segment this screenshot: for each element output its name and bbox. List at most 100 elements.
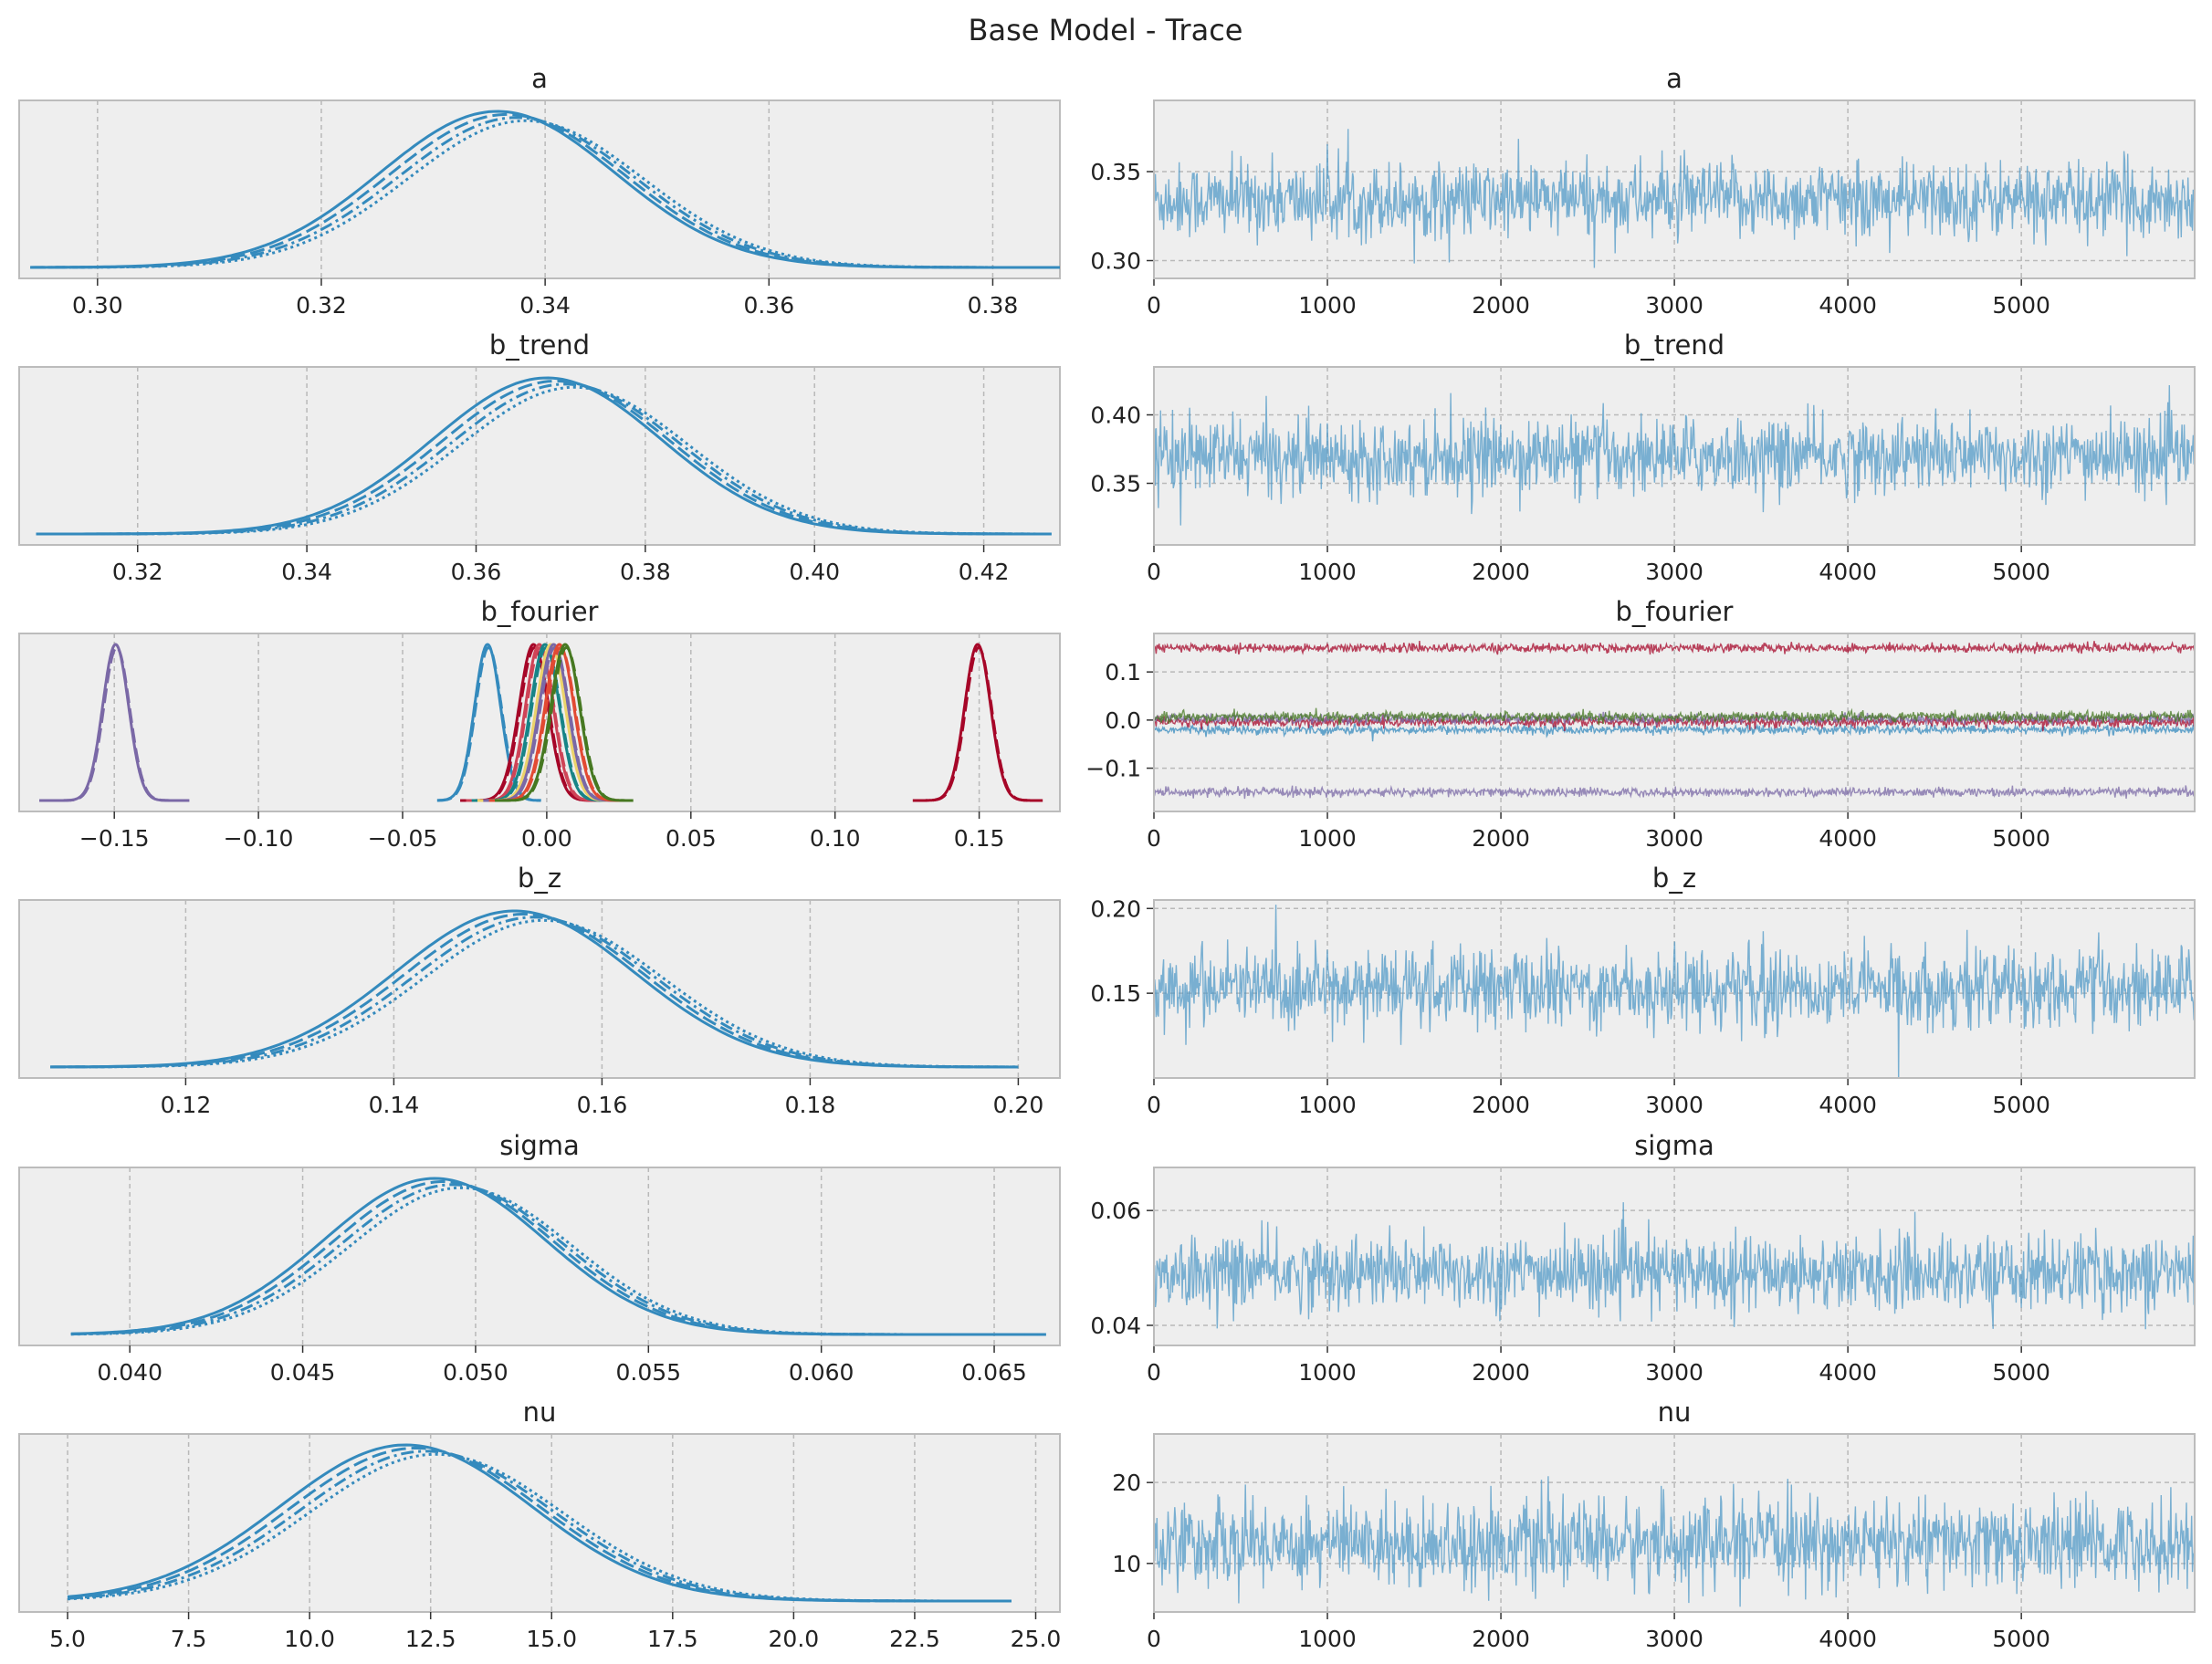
x-tick-label: 0.10 <box>810 825 861 852</box>
y-tick-label: 0.0 <box>1105 707 1141 734</box>
y-tick-label: 0.15 <box>1090 980 1141 1007</box>
x-tick-label: 0.20 <box>993 1092 1044 1118</box>
y-tick-label: 10 <box>1112 1551 1141 1577</box>
x-tick-label: −0.10 <box>224 825 294 852</box>
y-tick-label: 0.1 <box>1105 659 1141 685</box>
plot-frame <box>1153 366 2196 546</box>
x-tick-label: 0.12 <box>161 1092 212 1118</box>
panel-title: b_fourier <box>481 596 599 627</box>
x-tick-label: 0.055 <box>616 1359 682 1386</box>
plot-frame <box>1153 99 2196 279</box>
y-tick-label: 0.40 <box>1090 403 1141 429</box>
x-tick-label: 1000 <box>1298 1359 1357 1386</box>
x-tick-label: 0.36 <box>451 559 502 585</box>
x-tick-label: 0 <box>1147 1626 1161 1652</box>
x-tick-label: 0.32 <box>296 292 347 319</box>
x-tick-label: 5.0 <box>49 1626 86 1652</box>
x-tick-label: 7.5 <box>171 1626 207 1652</box>
panel-title: a <box>531 63 548 94</box>
x-tick-label: 2000 <box>1472 292 1530 319</box>
x-tick-label: 3000 <box>1645 1359 1704 1386</box>
trace-line <box>1154 640 2195 655</box>
density-curve <box>36 385 1052 536</box>
density-curve <box>495 645 634 802</box>
plot-area <box>18 1167 1061 1346</box>
x-tick-label: 0.045 <box>270 1359 336 1386</box>
density-curve <box>39 646 190 802</box>
trace-line <box>1154 712 2195 732</box>
y-tick-label: 0.04 <box>1090 1313 1141 1339</box>
x-tick-label: 4000 <box>1819 825 1877 852</box>
y-tick-label: 20 <box>1112 1470 1141 1496</box>
x-tick-label: −0.05 <box>368 825 438 852</box>
figure-title: Base Model - Trace <box>969 13 1243 47</box>
panel-title: sigma <box>499 1130 580 1161</box>
x-tick-label: 15.0 <box>526 1626 577 1652</box>
density-curve <box>912 646 1043 802</box>
plot-frame <box>1153 1167 2196 1346</box>
panel-title: b_fourier <box>1616 596 1734 627</box>
trace-line <box>1154 129 2195 268</box>
density-curve <box>36 382 1052 536</box>
x-tick-label: −0.15 <box>79 825 150 852</box>
y-tick-label: 0.35 <box>1090 159 1141 185</box>
panel-title: a <box>1666 63 1683 94</box>
x-tick-label: 5000 <box>1992 825 2050 852</box>
panel-a-kde: a 0.30 0.32 0.34 0.36 0.38 <box>18 63 1061 319</box>
x-tick-label: 0.38 <box>620 559 671 585</box>
x-tick-label: 4000 <box>1819 1092 1877 1118</box>
x-tick-label: 0.060 <box>789 1359 854 1386</box>
panel-title: b_trend <box>489 330 590 361</box>
x-tick-label: 17.5 <box>647 1626 698 1652</box>
x-tick-label: 0.050 <box>443 1359 508 1386</box>
x-tick-label: 25.0 <box>1011 1626 1062 1652</box>
plot-area <box>18 899 1061 1079</box>
x-tick-label: 0.40 <box>789 559 840 585</box>
x-tick-label: 2000 <box>1472 1092 1530 1118</box>
y-tick-label: 0.30 <box>1090 248 1141 275</box>
x-tick-label: 0.34 <box>519 292 571 319</box>
x-tick-label: 1000 <box>1298 1092 1357 1118</box>
x-tick-label: 2000 <box>1472 825 1530 852</box>
density-curve <box>70 1186 1046 1336</box>
x-tick-label: 1000 <box>1298 1626 1357 1652</box>
panel-nu-kde: nu 5.0 7.5 10.0 12.5 15.0 17.5 20.0 22.5 25.0 <box>18 1397 1062 1652</box>
plot-area <box>18 1433 1061 1613</box>
x-tick-label: 12.5 <box>405 1626 456 1652</box>
x-tick-label: 3000 <box>1645 559 1704 585</box>
panel-b_trend-kde: b_trend 0.32 0.34 0.36 0.38 0.40 0.42 <box>18 330 1061 585</box>
density-curve <box>67 1446 1012 1603</box>
panel-nu-trace: nu 10 20 0 1000 2000 3000 4000 5000 <box>1112 1397 2196 1652</box>
plot-frame <box>1153 1433 2196 1613</box>
x-tick-label: 0.18 <box>785 1092 836 1118</box>
x-tick-label: 0 <box>1147 1359 1161 1386</box>
y-tick-label: 0.20 <box>1090 895 1141 922</box>
y-tick-label: −0.1 <box>1085 756 1141 782</box>
density-curve <box>67 1452 1012 1603</box>
x-tick-label: 5000 <box>1992 1359 2050 1386</box>
x-tick-label: 2000 <box>1472 1626 1530 1652</box>
panel-b_fourier-trace: b_fourier −0.1 0.0 0.1 0 1000 2000 3000 4000 5000 <box>1085 596 2196 852</box>
trace-line <box>1154 784 2195 800</box>
x-tick-label: 4000 <box>1819 292 1877 319</box>
x-tick-label: 0.05 <box>666 825 717 852</box>
x-tick-label: 3000 <box>1645 292 1704 319</box>
panel-b_trend-trace: b_trend 0.35 0.40 0 1000 2000 3000 4000 5000 <box>1090 330 2196 585</box>
x-tick-label: 2000 <box>1472 1359 1530 1386</box>
panel-title: b_z <box>1652 863 1696 894</box>
x-tick-label: 0.065 <box>961 1359 1027 1386</box>
x-tick-label: 0.040 <box>97 1359 162 1386</box>
x-tick-label: 0 <box>1147 1092 1161 1118</box>
density-curve <box>50 916 1019 1069</box>
x-tick-label: 0.30 <box>72 292 123 319</box>
panel-title: nu <box>523 1397 557 1428</box>
x-tick-label: 4000 <box>1819 1359 1877 1386</box>
panel-title: b_trend <box>1624 330 1725 361</box>
x-tick-label: 1000 <box>1298 559 1357 585</box>
y-tick-label: 0.06 <box>1090 1198 1141 1224</box>
x-tick-label: 0 <box>1147 559 1161 585</box>
panel-b_z-trace: b_z 0.15 0.20 0 1000 2000 3000 4000 5000 <box>1090 863 2196 1118</box>
trace-line <box>1154 1202 2195 1330</box>
x-tick-label: 0.32 <box>112 559 163 585</box>
